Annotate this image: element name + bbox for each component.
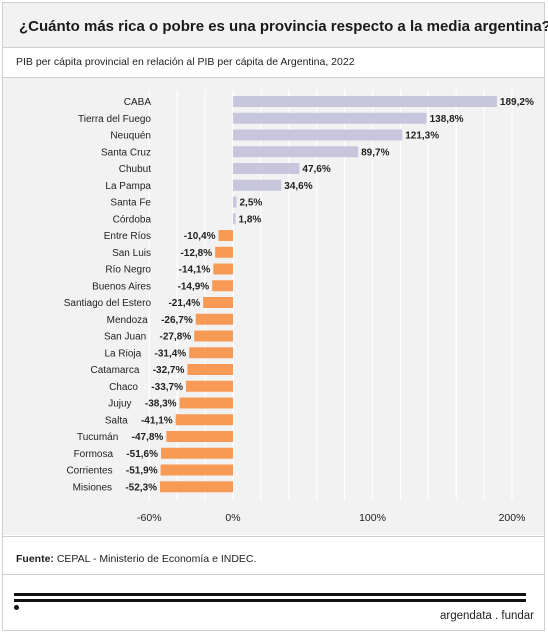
data-label: 138,8% xyxy=(430,114,464,125)
title-bar: ¿Cuánto más rica o pobre es una provinci… xyxy=(3,3,548,48)
x-tick-label: 200% xyxy=(499,512,526,524)
category-label: La Rioja xyxy=(104,348,141,359)
data-label: -14,1% xyxy=(179,265,211,276)
data-label: -38,3% xyxy=(145,399,177,410)
bar xyxy=(212,280,233,292)
category-label: Santa Cruz xyxy=(101,147,151,158)
category-label: Neuquén xyxy=(110,131,151,142)
data-label: -52,3% xyxy=(125,482,157,493)
bar xyxy=(179,397,233,409)
category-label: Tucumán xyxy=(77,432,118,443)
category-label: Formosa xyxy=(74,449,114,460)
bar xyxy=(194,330,233,342)
logo-stripe xyxy=(14,593,526,596)
bar xyxy=(233,96,497,107)
data-label: 1,8% xyxy=(239,214,262,225)
category-label: Misiones xyxy=(73,482,112,493)
chart-subtitle: PIB per cápita provincial en relación al… xyxy=(16,56,355,68)
logo-dot xyxy=(14,605,19,610)
data-label: -51,9% xyxy=(126,466,158,477)
data-label: -32,7% xyxy=(153,365,185,376)
bar xyxy=(233,163,300,174)
bar xyxy=(195,313,233,325)
bar xyxy=(233,196,237,208)
category-label: Jujuy xyxy=(108,399,131,410)
category-label: Chubut xyxy=(119,164,151,175)
data-label: -10,4% xyxy=(184,231,216,242)
bar-chart: -60% 0% 100% 200% 189,2% CABA 138,8% Tierra del… xyxy=(64,90,534,524)
bar xyxy=(233,213,236,225)
data-label: -26,7% xyxy=(161,315,193,326)
source-text: CEPAL - Ministerio de Economía e INDEC. xyxy=(53,553,257,565)
category-label: Salta xyxy=(105,415,128,426)
data-label: -51,6% xyxy=(126,449,158,460)
category-label: La Pampa xyxy=(105,181,151,192)
data-label: 34,6% xyxy=(284,181,312,192)
category-label: Corrientes xyxy=(66,466,112,477)
bar xyxy=(215,246,233,258)
bar xyxy=(233,179,282,191)
brand-logo-bars xyxy=(14,593,526,613)
category-label: San Luis xyxy=(112,248,151,259)
data-label: -41,1% xyxy=(141,415,173,426)
data-label: 121,3% xyxy=(405,131,439,142)
divider xyxy=(3,536,544,537)
source-note: Fuente: CEPAL - Ministerio de Economía e… xyxy=(16,553,256,565)
x-tick-label: 0% xyxy=(225,512,240,524)
bar xyxy=(161,447,233,459)
category-label: Córdoba xyxy=(113,214,152,225)
bar xyxy=(166,431,233,442)
category-label: Entre Ríos xyxy=(104,231,151,242)
bar xyxy=(218,230,233,241)
category-label: San Juan xyxy=(104,332,146,343)
bar xyxy=(160,464,233,476)
data-label: -27,8% xyxy=(160,332,192,343)
bar xyxy=(213,263,233,275)
data-label: -47,8% xyxy=(132,432,164,443)
bar xyxy=(233,129,403,141)
bar xyxy=(203,297,233,308)
category-label: Río Negro xyxy=(105,265,151,276)
bar xyxy=(175,414,233,426)
x-tick-label: -60% xyxy=(137,512,162,524)
source-label: Fuente: xyxy=(16,553,54,565)
category-label: Santiago del Estero xyxy=(64,298,152,309)
category-label: Catamarca xyxy=(90,365,139,376)
category-label: Chaco xyxy=(109,382,138,393)
category-label: Buenos Aires xyxy=(92,281,151,292)
bar xyxy=(233,112,427,124)
data-label: -12,8% xyxy=(180,248,212,259)
category-label: Mendoza xyxy=(107,315,149,326)
data-label: 47,6% xyxy=(302,164,330,175)
data-label: -14,9% xyxy=(178,281,210,292)
data-label: -33,7% xyxy=(151,382,183,393)
bar xyxy=(160,481,233,493)
bar xyxy=(187,364,233,375)
bar xyxy=(185,380,233,392)
x-tick-label: 100% xyxy=(359,512,386,524)
bar xyxy=(189,347,233,359)
divider xyxy=(3,574,544,575)
category-label: Tierra del Fuego xyxy=(78,114,151,125)
category-label: CABA xyxy=(124,97,152,108)
data-label: -21,4% xyxy=(168,298,200,309)
divider xyxy=(3,77,544,78)
brand-name: argendata . fundar xyxy=(440,610,534,622)
chart-title: ¿Cuánto más rica o pobre es una provinci… xyxy=(19,18,548,35)
data-label: 2,5% xyxy=(239,198,262,209)
data-label: 89,7% xyxy=(361,147,389,158)
bar xyxy=(233,146,359,158)
data-label: -31,4% xyxy=(155,348,187,359)
logo-stripe xyxy=(14,599,526,602)
category-label: Santa Fe xyxy=(110,198,151,209)
data-label: 189,2% xyxy=(500,97,534,108)
